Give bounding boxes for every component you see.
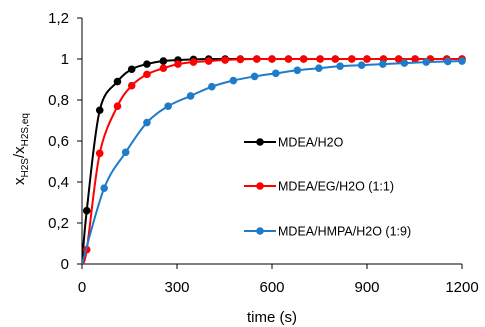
y-axis-title: xH2S/xH2S,eq [11, 113, 31, 185]
legend-label: MDEA/EG/H2O (1:1) [278, 180, 394, 194]
data-point [204, 57, 213, 65]
legend-swatch-marker [256, 138, 264, 146]
y-tick-label: 1,2 [48, 10, 69, 27]
y-axis-title-sub1: H2S [20, 158, 31, 178]
legend-item-2: MDEA/EG/H2O (1:1) [244, 180, 394, 194]
data-point [229, 76, 238, 85]
data-point [458, 57, 466, 65]
y-axis-title-sep: /x [11, 146, 28, 158]
data-point [143, 60, 151, 68]
data-point [252, 55, 261, 63]
y-tick-label: 0,4 [48, 174, 69, 191]
series-2 [82, 55, 466, 264]
y-tick-label: 0,6 [48, 133, 69, 150]
data-point [250, 72, 259, 81]
data-point [268, 55, 276, 63]
series-layer [82, 55, 466, 264]
data-point [82, 206, 91, 215]
data-point [379, 60, 387, 68]
data-point [363, 55, 371, 63]
y-axis-title-sub2: H2S,eq [20, 113, 31, 146]
data-point [113, 77, 122, 86]
data-point [284, 55, 293, 63]
data-point [293, 66, 302, 75]
axes: 0 0,2 0,4 0,6 0,8 1 1,2 0 300 600 900 1200 [48, 10, 479, 296]
legend-item-1: MDEA/H2O [244, 136, 344, 150]
data-point [272, 69, 280, 78]
data-point [174, 60, 182, 68]
x-axis-title: time (s) [247, 309, 297, 326]
x-tick-label: 300 [164, 279, 189, 296]
x-tick-label: 0 [78, 279, 86, 296]
x-tick-label: 900 [354, 279, 379, 296]
data-point [159, 64, 168, 73]
data-point [143, 118, 151, 127]
data-point [95, 106, 104, 115]
data-point [443, 57, 452, 66]
legend-label: MDEA/HMPA/H2O (1:9) [278, 225, 411, 239]
data-point [316, 55, 324, 63]
data-point [315, 64, 323, 73]
data-point [221, 56, 229, 64]
data-point [100, 184, 108, 192]
legend: MDEA/H2O MDEA/EG/H2O (1:1) MDEA/HMPA/H2O (… [244, 136, 411, 239]
data-point [236, 55, 245, 64]
y-tick-label: 0,8 [48, 92, 69, 109]
y-tick-label: 1 [61, 51, 69, 68]
data-point [159, 57, 168, 65]
data-point [208, 82, 216, 91]
data-point [422, 58, 431, 66]
data-point [348, 55, 356, 63]
y-tick-label: 0,2 [48, 215, 69, 232]
legend-label: MDEA/H2O [278, 136, 344, 150]
data-point [357, 61, 366, 69]
x-tick-label: 600 [259, 279, 284, 296]
data-point [411, 55, 419, 63]
data-point [189, 58, 198, 66]
data-point [336, 62, 344, 70]
series-3 [82, 57, 466, 264]
y-tick-label: 0 [61, 256, 69, 273]
data-point [400, 59, 409, 67]
data-point [113, 102, 122, 110]
data-point [164, 102, 172, 110]
data-point [143, 70, 151, 79]
data-point [127, 81, 136, 90]
y-axis-title-main: x [11, 177, 28, 185]
data-point [121, 148, 130, 157]
data-point [186, 92, 195, 100]
data-point [95, 149, 104, 158]
data-point [299, 55, 308, 63]
data-point [127, 65, 136, 74]
legend-item-3: MDEA/HMPA/H2O (1:9) [244, 225, 411, 239]
legend-swatch-marker [256, 182, 264, 190]
legend-swatch-marker [256, 227, 264, 235]
data-point [331, 55, 340, 63]
x-tick-label: 1200 [445, 279, 478, 296]
data-point [394, 55, 403, 63]
